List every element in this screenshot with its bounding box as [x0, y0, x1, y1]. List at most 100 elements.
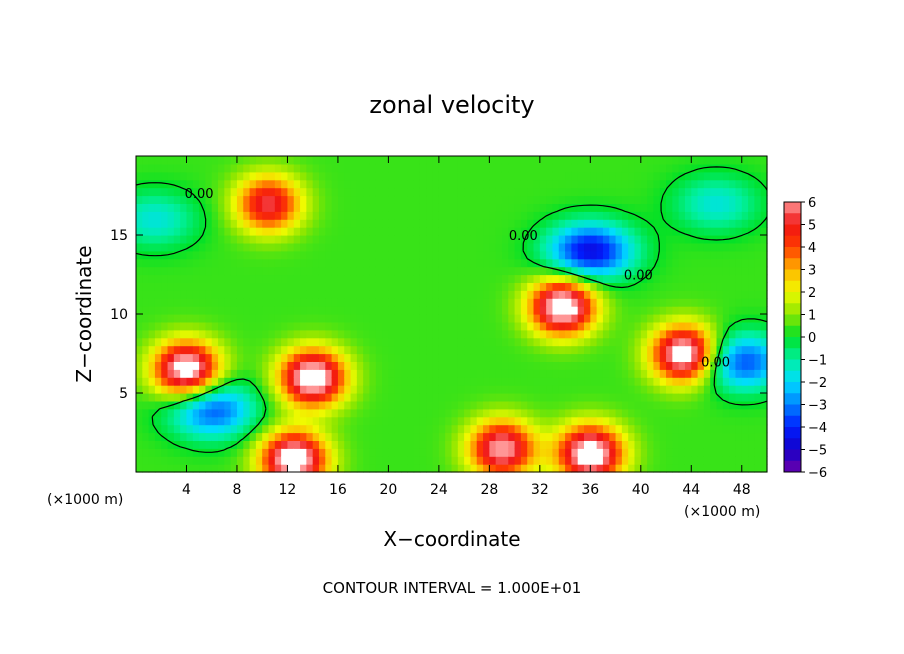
field-cell: [735, 306, 743, 315]
field-cell: [394, 195, 402, 204]
field-cell: [350, 337, 358, 347]
field-cell: [413, 408, 421, 418]
field-cell: [621, 408, 629, 418]
field-cell: [697, 329, 705, 339]
field-cell: [394, 353, 402, 362]
field-cell: [590, 195, 598, 204]
field-cell: [602, 416, 610, 426]
field-cell: [268, 408, 276, 418]
colorbar-tick-label: 3: [808, 264, 816, 279]
field-cell: [243, 171, 251, 181]
field-cell: [369, 464, 377, 473]
field-cell: [262, 179, 270, 189]
field-cell: [438, 282, 446, 291]
field-cell: [344, 179, 352, 189]
field-cell: [722, 156, 730, 165]
field-cell: [476, 242, 484, 252]
field-cell: [697, 211, 705, 220]
field-cell: [312, 400, 320, 410]
field-cell: [754, 282, 762, 291]
field-cell: [451, 416, 459, 426]
field-cell: [211, 448, 219, 457]
field-cell: [180, 258, 188, 268]
field-cell: [274, 314, 282, 323]
field-cell: [741, 314, 749, 323]
field-cell: [546, 163, 554, 173]
field-cell: [533, 400, 541, 410]
field-cell: [268, 227, 276, 236]
field-cell: [344, 361, 352, 370]
field-cell: [584, 258, 591, 268]
field-cell: [325, 321, 333, 331]
field-cell: [464, 400, 472, 410]
field-cell: [154, 393, 162, 402]
field-cell: [274, 227, 282, 236]
field-cell: [401, 163, 408, 173]
field-cell: [741, 179, 749, 189]
field-cell: [457, 424, 465, 434]
field-cell: [741, 274, 749, 283]
field-cell: [691, 416, 699, 426]
field-cell: [691, 266, 699, 276]
field-cell: [211, 353, 219, 362]
field-cell: [148, 369, 156, 378]
field-cell: [565, 227, 572, 236]
field-cell: [628, 156, 636, 165]
field-cell: [577, 400, 585, 410]
field-cell: [489, 250, 497, 260]
field-cell: [691, 156, 699, 165]
field-cell: [218, 306, 225, 315]
field-cell: [224, 306, 232, 315]
field-cell: [173, 298, 181, 307]
field-cell: [306, 400, 314, 410]
field-cell: [533, 203, 541, 212]
field-cell: [703, 385, 711, 394]
field-cell: [287, 298, 295, 307]
field-cell: [609, 179, 617, 189]
field-cell: [501, 400, 509, 410]
field-cell: [684, 179, 692, 189]
field-cell: [628, 377, 636, 386]
field-cell: [293, 227, 301, 236]
field-cell: [584, 464, 591, 473]
field-cell: [419, 377, 427, 386]
field-cell: [350, 179, 358, 189]
field-cell: [186, 298, 194, 307]
field-cell: [748, 187, 755, 197]
field-cell: [148, 227, 156, 236]
field-cell: [262, 361, 270, 370]
field-cell: [186, 400, 194, 410]
field-cell: [483, 369, 490, 378]
field-cell: [363, 337, 371, 347]
field-cell: [729, 258, 737, 268]
field-cell: [489, 211, 497, 220]
field-cell: [722, 345, 730, 355]
field-cell: [413, 377, 421, 386]
field-cell: [703, 171, 711, 181]
field-cell: [760, 266, 768, 276]
field-cell: [590, 440, 598, 449]
field-cell: [501, 282, 509, 291]
field-cell: [495, 408, 503, 418]
field-cell: [596, 393, 604, 402]
field-cell: [464, 282, 472, 291]
field-cell: [590, 163, 598, 173]
field-cell: [716, 400, 724, 410]
field-cell: [344, 235, 352, 244]
field-cell: [337, 440, 345, 449]
field-cell: [363, 424, 371, 434]
field-cell: [748, 250, 755, 260]
field-cell: [666, 298, 673, 307]
field-cell: [501, 250, 509, 260]
field-cell: [167, 361, 175, 370]
field-cell: [136, 377, 143, 386]
field-cell: [697, 353, 705, 362]
field-cell: [628, 321, 636, 331]
field-cell: [281, 227, 289, 236]
field-cell: [249, 282, 257, 291]
field-cell: [470, 274, 478, 283]
field-cell: [142, 195, 150, 204]
field-cell: [192, 369, 200, 378]
field-cell: [514, 345, 522, 355]
field-cell: [628, 314, 636, 323]
